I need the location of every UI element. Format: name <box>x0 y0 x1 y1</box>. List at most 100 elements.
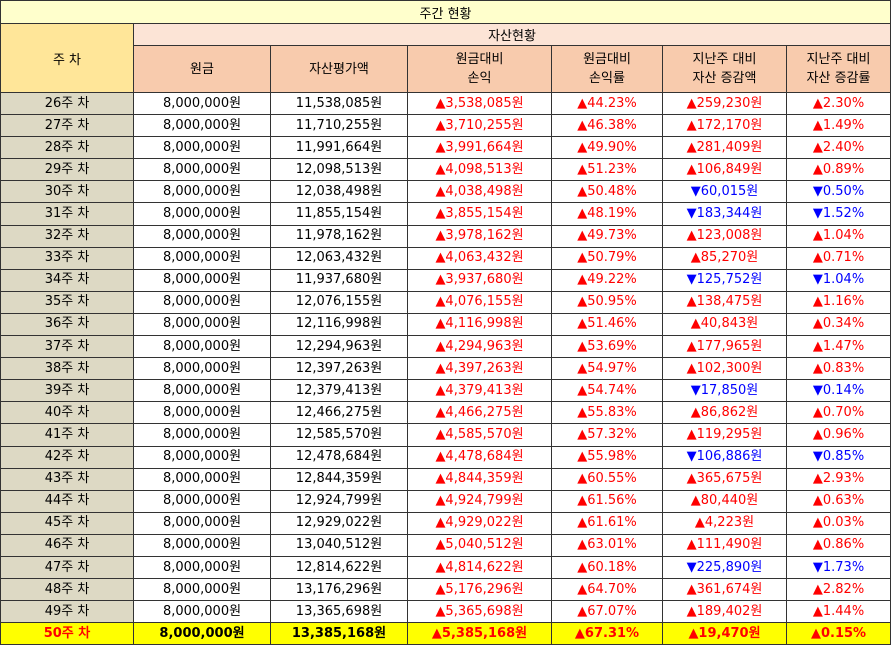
value-cell: ▲61.61% <box>551 511 663 535</box>
value-cell: 13,385,168원 <box>270 622 408 646</box>
week-cell: 27주 차 <box>0 114 134 138</box>
week-cell: 49주 차 <box>0 600 134 624</box>
value-cell: ▲50.95% <box>551 290 663 314</box>
value-cell: 8,000,000원 <box>133 224 271 248</box>
value-cell: ▲3,538,085원 <box>407 91 552 116</box>
value-cell: ▲67.31% <box>551 622 663 646</box>
value-cell: 11,710,255원 <box>270 114 408 138</box>
week-cell: 26주 차 <box>0 91 134 116</box>
value-cell: ▲259,230원 <box>662 91 787 116</box>
value-cell: 12,924,799원 <box>270 489 408 513</box>
value-cell: ▲189,402원 <box>662 600 787 624</box>
week-header: 주 차 <box>0 23 134 93</box>
value-cell: 8,000,000원 <box>133 180 271 204</box>
value-cell: ▲1.16% <box>785 290 891 314</box>
table-row: 29주 차 8,000,000원 12,098,513원 ▲4,098,513원 ▲51… <box>0 158 891 182</box>
week-cell: 34주 차 <box>0 268 134 292</box>
table-header: 주간 현황 주 차 자산현황 원금 자산평가액 원금대비 손익 원금대비 손익률 지난주… <box>0 0 891 93</box>
value-cell: 8,000,000원 <box>133 423 271 447</box>
value-cell: 12,844,359원 <box>270 467 408 491</box>
week-cell: 50주 차 <box>0 622 134 646</box>
week-cell: 47주 차 <box>0 555 134 580</box>
table-row: 30주 차 8,000,000원 12,038,498원 ▲4,038,498원 ▲50… <box>0 180 891 204</box>
value-cell: ▲111,490원 <box>662 533 787 557</box>
value-cell: ▲2.93% <box>785 467 891 491</box>
value-cell: ▲106,849원 <box>662 158 787 182</box>
value-cell: ▲44.23% <box>551 91 663 116</box>
value-cell: ▼1.04% <box>785 268 891 292</box>
value-cell: 11,538,085원 <box>270 91 408 116</box>
value-cell: 12,076,155원 <box>270 290 408 314</box>
week-cell: 38주 차 <box>0 357 134 381</box>
value-cell: ▲2.82% <box>785 578 891 602</box>
value-cell: ▼183,344원 <box>662 202 787 226</box>
value-cell: ▲51.46% <box>551 312 663 337</box>
value-cell: ▲3,710,255원 <box>407 114 552 138</box>
value-cell: ▼60,015원 <box>662 180 787 204</box>
table-row: 46주 차 8,000,000원 13,040,512원 ▲5,040,512원 ▲63… <box>0 533 891 557</box>
value-cell: 8,000,000원 <box>133 114 271 138</box>
week-cell: 36주 차 <box>0 312 134 337</box>
value-cell: ▲50.79% <box>551 246 663 270</box>
table-row: 31주 차 8,000,000원 11,855,154원 ▲3,855,154원 ▲48… <box>0 202 891 226</box>
value-cell: 12,294,963원 <box>270 335 408 359</box>
table-row: 44주 차 8,000,000원 12,924,799원 ▲4,924,799원 ▲61… <box>0 489 891 513</box>
table-row: 36주 차 8,000,000원 12,116,998원 ▲4,116,998원 ▲51… <box>0 312 891 337</box>
value-cell: ▲4,466,275원 <box>407 401 552 425</box>
value-cell: ▼1.73% <box>785 555 891 580</box>
value-cell: 8,000,000원 <box>133 379 271 403</box>
value-cell: 12,929,022원 <box>270 511 408 535</box>
value-cell: ▼1.52% <box>785 202 891 226</box>
value-cell: ▼106,886원 <box>662 445 787 469</box>
week-cell: 39주 차 <box>0 379 134 403</box>
value-cell: 11,855,154원 <box>270 202 408 226</box>
group-header: 자산현황 <box>132 23 891 46</box>
table-row: 42주 차 8,000,000원 12,478,684원 ▲4,478,684원 ▲55… <box>0 445 891 469</box>
table-title: 주간 현황 <box>0 0 891 24</box>
value-cell: ▲0.70% <box>785 401 891 425</box>
value-cell: ▼17,850원 <box>662 379 787 403</box>
value-cell: ▲55.98% <box>551 445 663 469</box>
table-row: 26주 차 8,000,000원 11,538,085원 ▲3,538,085원 ▲44… <box>0 91 891 116</box>
value-cell: ▲4,076,155원 <box>407 290 552 314</box>
value-cell: ▲51.23% <box>551 158 663 182</box>
table-row: 50주 차 8,000,000원 13,385,168원 ▲5,385,168원 ▲67… <box>0 622 891 646</box>
value-cell: ▲55.83% <box>551 401 663 425</box>
table-row: 45주 차 8,000,000원 12,929,022원 ▲4,929,022원 ▲61… <box>0 511 891 535</box>
value-cell: ▲4,929,022원 <box>407 511 552 535</box>
value-cell: ▲60.55% <box>551 467 663 491</box>
table-row: 39주 차 8,000,000원 12,379,413원 ▲4,379,413원 ▲54… <box>0 379 891 403</box>
value-cell: ▲57.32% <box>551 423 663 447</box>
value-cell: ▲1.49% <box>785 114 891 138</box>
week-cell: 35주 차 <box>0 290 134 314</box>
value-cell: 13,365,698원 <box>270 600 408 624</box>
value-cell: ▲172,170원 <box>662 114 787 138</box>
value-cell: 11,991,664원 <box>270 136 408 160</box>
value-cell: ▲3,937,680원 <box>407 268 552 292</box>
value-cell: 8,000,000원 <box>133 622 271 646</box>
value-cell: 12,466,275원 <box>270 401 408 425</box>
value-cell: ▲177,965원 <box>662 335 787 359</box>
value-cell: ▲4,038,498원 <box>407 180 552 204</box>
column-header: 지난주 대비 자산 증감률 <box>785 45 891 93</box>
week-cell: 30주 차 <box>0 180 134 204</box>
value-cell: ▼0.85% <box>785 445 891 469</box>
week-cell: 31주 차 <box>0 202 134 226</box>
table-row: 33주 차 8,000,000원 12,063,432원 ▲4,063,432원 ▲50… <box>0 246 891 270</box>
column-header: 자산평가액 <box>270 45 408 93</box>
value-cell: ▲49.90% <box>551 136 663 160</box>
value-cell: ▲40,843원 <box>662 312 787 337</box>
week-cell: 29주 차 <box>0 158 134 182</box>
value-cell: ▲0.96% <box>785 423 891 447</box>
table-row: 34주 차 8,000,000원 11,937,680원 ▲3,937,680원 ▲49… <box>0 268 891 292</box>
value-cell: 8,000,000원 <box>133 290 271 314</box>
value-cell: ▲5,040,512원 <box>407 533 552 557</box>
value-cell: 12,478,684원 <box>270 445 408 469</box>
table-row: 47주 차 8,000,000원 12,814,622원 ▲4,814,622원 ▲60… <box>0 555 891 580</box>
value-cell: ▲4,379,413원 <box>407 379 552 403</box>
week-cell: 42주 차 <box>0 445 134 469</box>
value-cell: ▲0.71% <box>785 246 891 270</box>
value-cell: ▲102,300원 <box>662 357 787 381</box>
value-cell: ▲4,098,513원 <box>407 158 552 182</box>
value-cell: ▼125,752원 <box>662 268 787 292</box>
